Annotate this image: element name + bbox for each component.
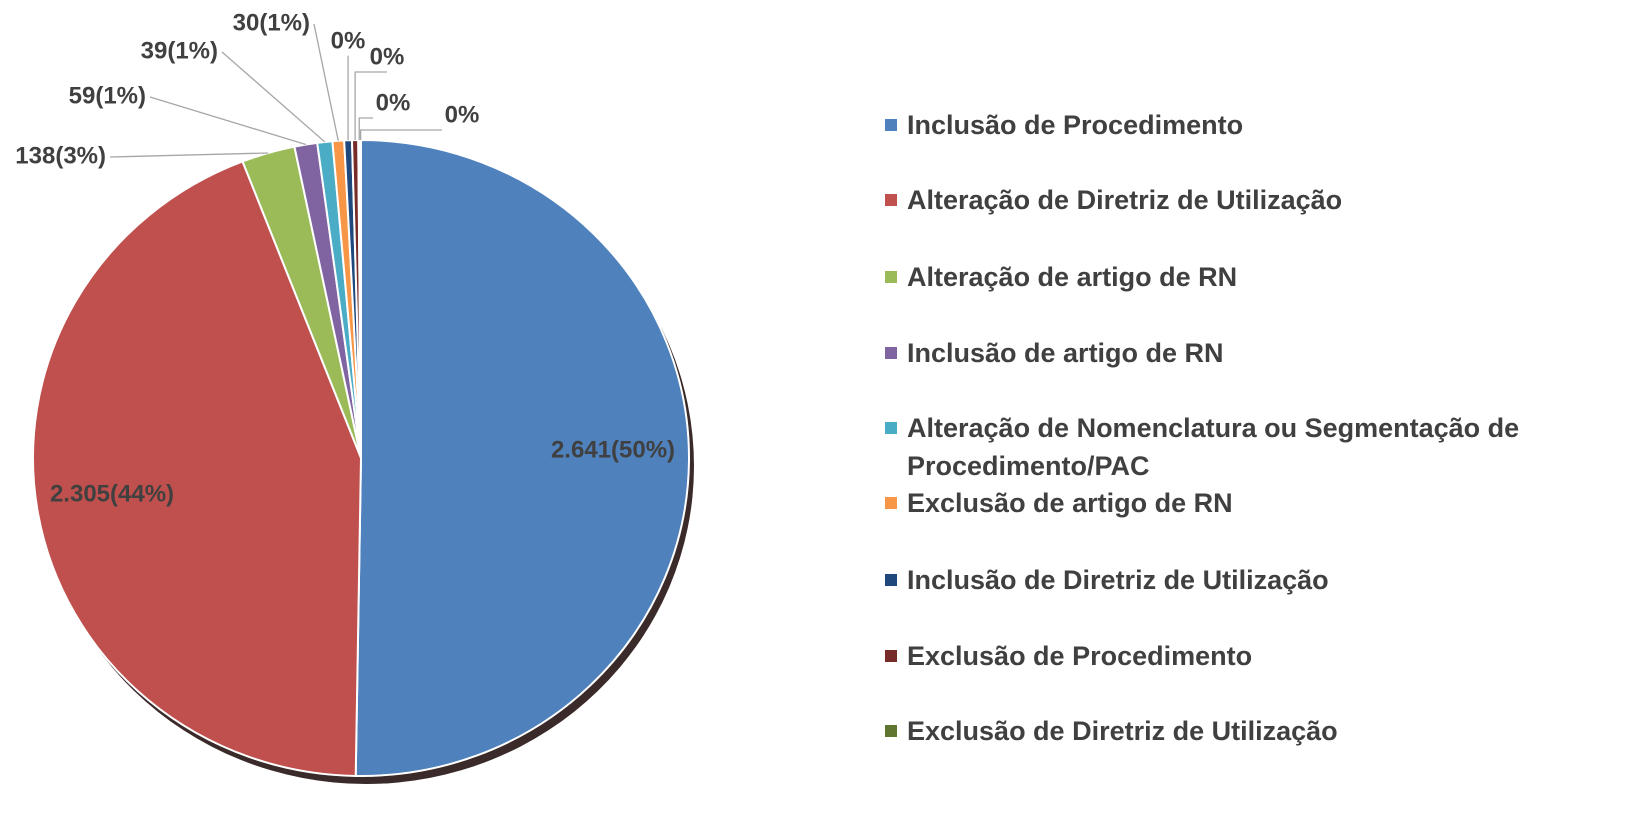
- legend-item: Alteração de Diretriz de Utilização: [885, 181, 1575, 219]
- data-label: 59(1%): [69, 82, 146, 109]
- legend-item: Inclusão de Procedimento: [885, 106, 1575, 144]
- legend-item: Alteração de Nomenclatura ou Segmentação…: [885, 409, 1575, 485]
- legend-label: Inclusão de Diretriz de Utilização: [907, 565, 1329, 595]
- leader-line: [221, 51, 326, 143]
- data-label: 0%: [376, 89, 411, 116]
- legend-item: Alteração de artigo de RN: [885, 258, 1575, 296]
- leader-line: [358, 117, 373, 141]
- legend-label: Exclusão de Diretriz de Utilização: [907, 716, 1338, 746]
- data-label: 0%: [445, 101, 480, 128]
- legend-item: Exclusão de Diretriz de Utilização: [885, 712, 1575, 750]
- leader-line: [313, 23, 339, 141]
- data-label: 2.641(50%): [551, 436, 675, 463]
- data-label: 30(1%): [233, 9, 310, 36]
- legend-label: Alteração de Nomenclatura ou Segmentação…: [907, 413, 1520, 481]
- legend-label: Exclusão de Procedimento: [907, 641, 1253, 671]
- legend-swatch: [885, 347, 897, 359]
- pie-slice: [32, 160, 363, 777]
- legend-swatch: [885, 119, 897, 131]
- legend-swatch: [885, 650, 897, 662]
- legend-swatch: [885, 574, 897, 586]
- legend-swatch: [885, 725, 897, 737]
- legend-swatch: [885, 497, 897, 509]
- legend-label: Inclusão de Procedimento: [907, 110, 1244, 140]
- leader-line: [149, 96, 306, 146]
- data-label: 0%: [370, 43, 405, 70]
- legend-item: Exclusão de Procedimento: [885, 637, 1575, 675]
- legend-label: Alteração de artigo de RN: [907, 262, 1238, 292]
- legend-swatch: [885, 271, 897, 283]
- leader-line: [354, 71, 387, 141]
- leader-line: [359, 129, 442, 141]
- legend-label: Inclusão de artigo de RN: [907, 338, 1224, 368]
- legend-swatch: [885, 194, 897, 206]
- legend-item: Inclusão de Diretriz de Utilização: [885, 561, 1575, 599]
- legend-swatch: [885, 422, 897, 434]
- pie-slice: [359, 138, 362, 459]
- data-label: 138(3%): [15, 142, 106, 169]
- legend-label: Alteração de Diretriz de Utilização: [907, 185, 1343, 215]
- pie-slice: [354, 138, 690, 777]
- legend-item: Exclusão de artigo de RN: [885, 484, 1575, 522]
- data-label: 39(1%): [141, 37, 218, 64]
- legend-item: Inclusão de artigo de RN: [885, 334, 1575, 372]
- leader-line: [109, 152, 269, 158]
- data-label: 0%: [331, 27, 366, 54]
- data-label: 2.305(44%): [50, 480, 174, 507]
- legend-label: Exclusão de artigo de RN: [907, 488, 1233, 518]
